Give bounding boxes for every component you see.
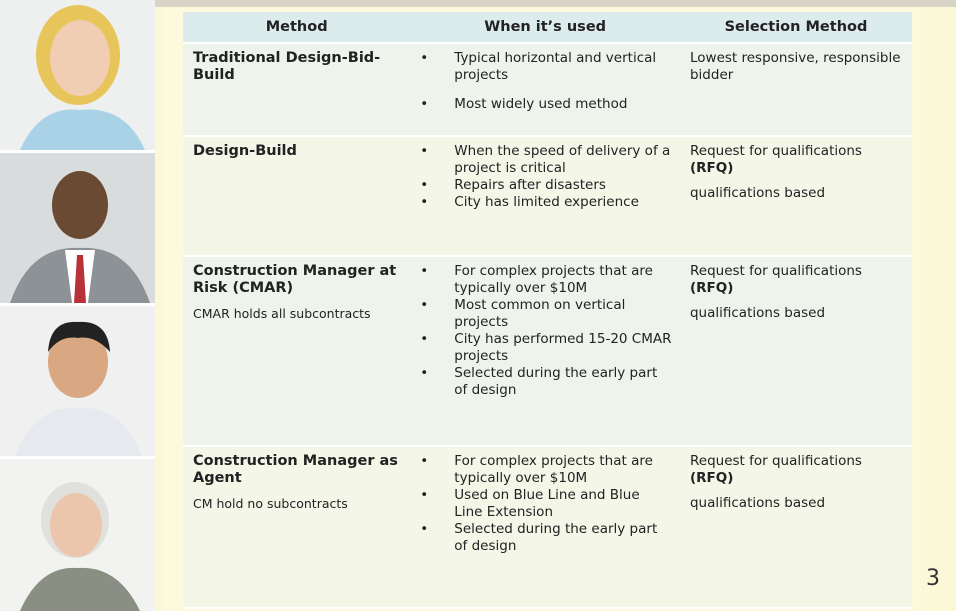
portraits (0, 0, 155, 611)
usage-cell: When the speed of delivery of a project … (410, 136, 680, 257)
selection-text: Lowest responsive, responsible bidder (689, 50, 901, 83)
selection-emphasis: (RFQ) (689, 160, 734, 176)
method-cell: Traditional Design-Bid-Build (183, 43, 411, 137)
table-row: Traditional Design-Bid-Build Typical hori… (183, 43, 912, 137)
selection-cell: Lowest responsive, responsible bidder (679, 43, 912, 137)
method-note: CMAR holds all subcontracts (193, 306, 371, 321)
top-bar (155, 0, 956, 7)
selection-cell: Request for qualifications (RFQ) qualifica… (679, 256, 912, 447)
method-cell: Construction Manager as Agent CM hold no … (183, 446, 411, 609)
method-title: Traditional Design-Bid-Build (193, 50, 381, 83)
method-cell: Construction Manager at Risk (CMAR) CMAR … (183, 256, 411, 447)
table-body: Traditional Design-Bid-Build Typical hori… (183, 43, 912, 609)
portrait (0, 0, 155, 150)
table-header: Method When it’s used Selection Method (183, 12, 912, 44)
selection-item: qualifications based (690, 185, 904, 202)
header-cell: Selection Method (679, 12, 912, 44)
selection-item: Request for qualifications (RFQ) (690, 263, 904, 297)
usage-item: For complex projects that are typically … (420, 263, 672, 297)
header-row: Method When it’s used Selection Method (183, 12, 912, 44)
usage-item: Selected during the early part of design (420, 365, 672, 399)
selection-item: qualifications based (690, 495, 904, 512)
method-title: Construction Manager at Risk (CMAR) (193, 263, 397, 296)
usage-item: Selected during the early part of design (420, 521, 672, 555)
selection-text: qualifications based (689, 305, 826, 321)
usage-item: Typical horizontal and vertical projects (420, 50, 672, 84)
table-row: Construction Manager as Agent CM hold no … (183, 446, 912, 609)
usage-list: When the speed of delivery of a project … (420, 143, 672, 211)
method-title: Design-Build (193, 143, 297, 159)
selection-text: qualifications based (689, 495, 826, 511)
usage-item: Used on Blue Line and Blue Line Extensio… (420, 487, 672, 521)
header-cell: Method (183, 12, 411, 44)
selection-text: Request for qualifications (689, 263, 862, 279)
page-number: 3 (926, 566, 940, 591)
usage-item: City has limited experience (420, 194, 672, 211)
selection-text: Request for qualifications (689, 143, 862, 159)
header-cell: When it’s used (410, 12, 680, 44)
portrait (0, 459, 155, 611)
method-cell: Design-Build (183, 136, 411, 257)
usage-item: For complex projects that are typically … (420, 453, 672, 487)
selection-cell: Request for qualifications (RFQ) qualifica… (679, 136, 912, 257)
table-row: Construction Manager at Risk (CMAR) CMAR … (183, 256, 912, 447)
method-note: CM hold no subcontracts (193, 496, 348, 511)
usage-list: For complex projects that are typically … (420, 263, 672, 399)
usage-item: Most common on vertical projects (420, 297, 672, 331)
portrait (0, 306, 155, 456)
selection-text: qualifications based (689, 185, 826, 201)
usage-list: For complex projects that are typically … (420, 453, 672, 555)
methods-table: Method When it’s used Selection Method Tra… (183, 12, 912, 609)
usage-item: City has performed 15-20 CMAR projects (420, 331, 672, 365)
usage-item: Most widely used method (420, 96, 672, 113)
method-title: Construction Manager as Agent (193, 453, 398, 486)
selection-emphasis: (RFQ) (689, 280, 734, 296)
selection-item: qualifications based (690, 305, 904, 322)
usage-cell: Typical horizontal and vertical projects… (410, 43, 680, 137)
selection-emphasis: (RFQ) (689, 470, 734, 486)
portrait (0, 153, 155, 303)
selection-item: Request for qualifications (RFQ) (690, 453, 904, 487)
selection-text: Request for qualifications (689, 453, 862, 469)
usage-cell: For complex projects that are typically … (410, 446, 680, 609)
usage-item: When the speed of delivery of a project … (420, 143, 672, 177)
usage-list: Typical horizontal and vertical projects… (420, 50, 672, 113)
usage-cell: For complex projects that are typically … (410, 256, 680, 447)
usage-item: Repairs after disasters (420, 177, 672, 194)
selection-cell: Request for qualifications (RFQ) qualifica… (679, 446, 912, 609)
table-row: Design-Build When the speed of delivery o… (183, 136, 912, 257)
selection-item: Request for qualifications (RFQ) (690, 143, 904, 177)
selection-item: Lowest responsive, responsible bidder (690, 50, 904, 84)
